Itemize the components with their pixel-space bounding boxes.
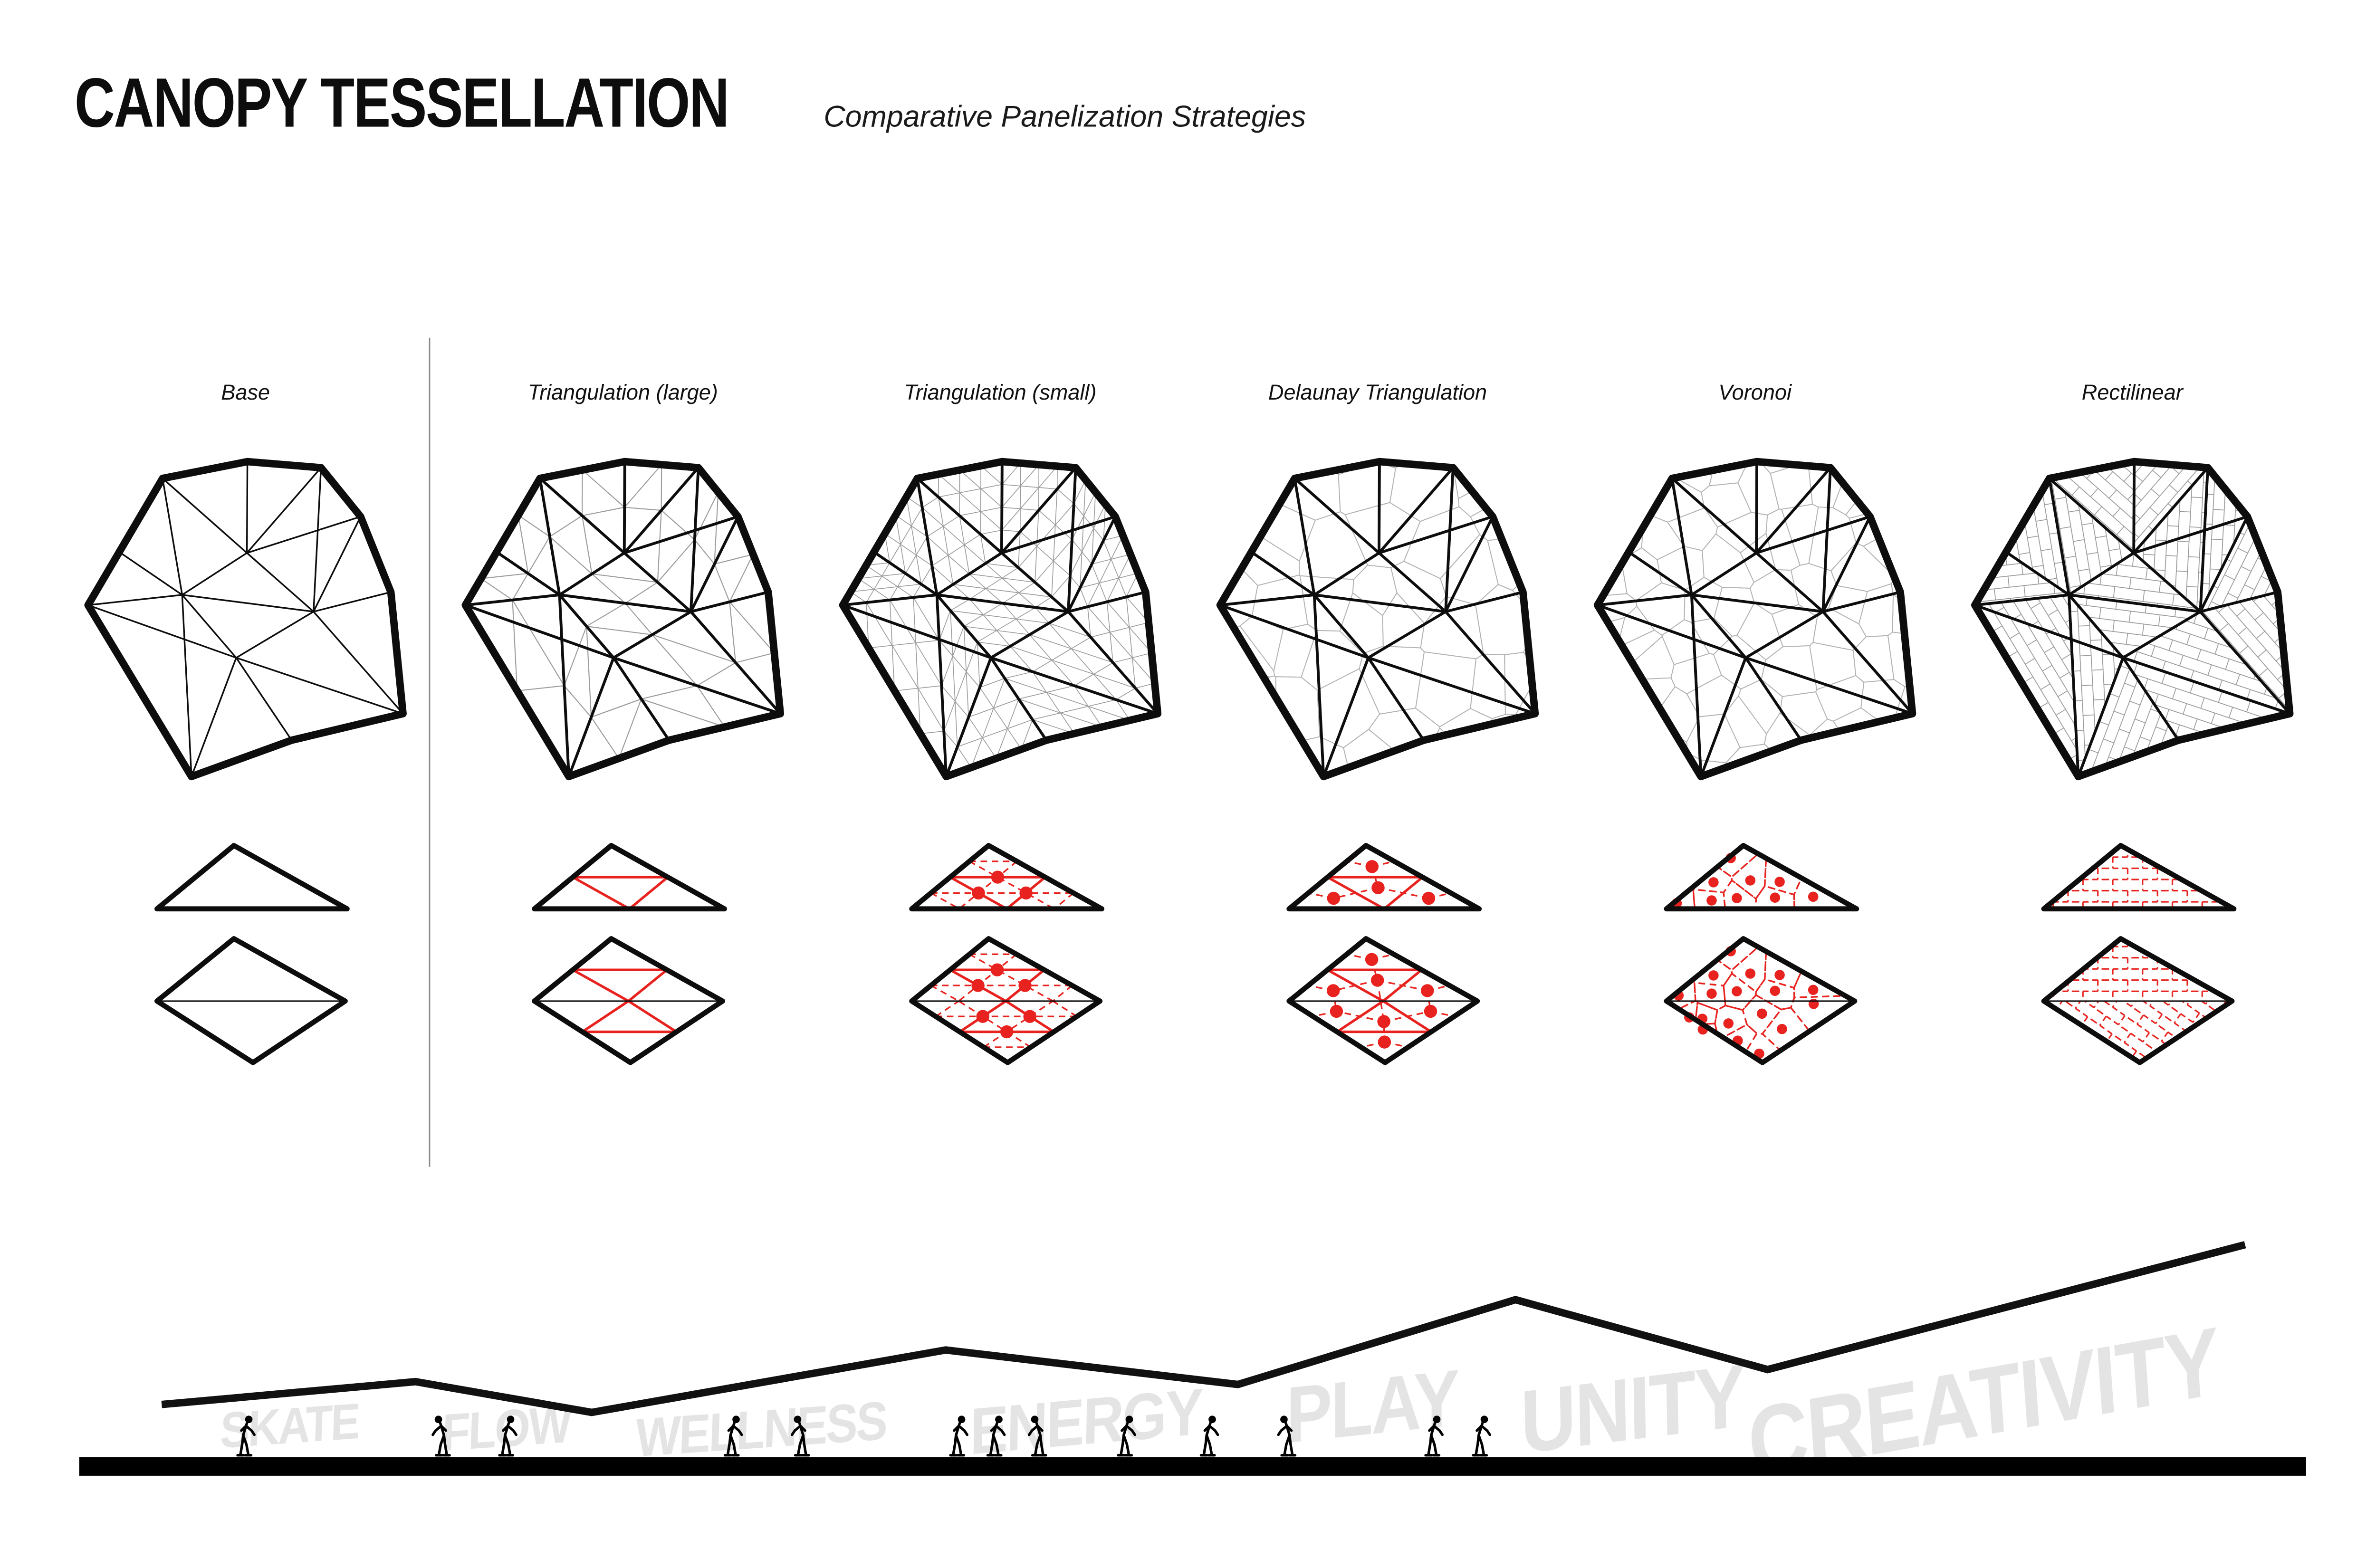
- detail-diamond: [532, 936, 725, 1065]
- detail-triangle: [154, 843, 350, 912]
- detail-triangle: [532, 843, 727, 912]
- column-label: Voronoi: [1718, 380, 1792, 404]
- detail-triangle: [1664, 843, 1860, 912]
- canopy-base: [84, 458, 407, 781]
- column-delaunay: Delaunay Triangulation: [1216, 380, 1539, 1065]
- panel-detail-tri-small: [909, 843, 1105, 1065]
- panel-detail-tri-large: [532, 843, 727, 1065]
- column-tri-small: Triangulation (small): [839, 380, 1162, 1065]
- column-base: Base: [84, 380, 407, 1065]
- page-title: CANOPY TESSELLATION: [75, 64, 728, 142]
- column-label: Triangulation (large): [528, 380, 718, 404]
- column-tri-large: Triangulation (large): [461, 380, 785, 1065]
- page-subtitle: Comparative Panelization Strategies: [824, 100, 1306, 134]
- column-label: Rectilinear: [2082, 380, 2184, 404]
- detail-diamond: [1664, 936, 1858, 1065]
- canopy-tri-large: [461, 458, 785, 781]
- canopy-delaunay: [1216, 458, 1539, 781]
- column-label: Triangulation (small): [904, 380, 1096, 404]
- detail-diamond: [1286, 936, 1480, 1065]
- canopy-section-profile: [161, 1241, 2246, 1416]
- detail-diamond: [909, 936, 1103, 1065]
- detail-triangle: [1286, 843, 1482, 912]
- column-voronoi: Voronoi: [1593, 380, 1916, 1065]
- panel-detail-voronoi: [1664, 843, 1860, 1065]
- canopy-tri-small: [839, 458, 1162, 781]
- canopy-rectilinear: [1971, 458, 2294, 781]
- column-label: Base: [221, 380, 270, 404]
- strategy-columns: Base Triangulation (large) Triangulation (…: [84, 380, 2294, 1065]
- canopy-voronoi: [1593, 458, 1916, 781]
- detail-triangle: [909, 843, 1105, 912]
- detail-diamond: [154, 936, 348, 1065]
- panel-detail-delaunay: [1286, 843, 1482, 1065]
- ground-line: [79, 1457, 2306, 1476]
- column-label: Delaunay Triangulation: [1268, 380, 1487, 404]
- ambiance-word: PLAY: [1286, 1353, 1458, 1460]
- panel-detail-base: [154, 843, 350, 1065]
